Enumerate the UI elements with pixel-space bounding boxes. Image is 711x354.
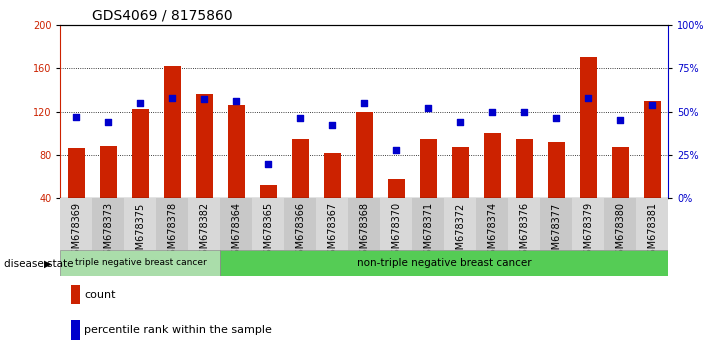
Text: GSM678382: GSM678382 [199,202,210,262]
Point [647,102,658,107]
Bar [483,133,501,198]
Text: GSM678373: GSM678373 [103,202,114,262]
Point [135,100,146,105]
Text: GSM678371: GSM678371 [423,202,434,262]
Point [614,118,626,123]
Point [230,98,242,104]
Bar [228,105,245,198]
Text: GSM678375: GSM678375 [135,202,146,262]
Bar [68,148,85,198]
Text: GSM678370: GSM678370 [391,202,402,262]
Bar [387,179,405,198]
Bar [188,198,220,250]
Point [103,119,114,125]
Text: ▶: ▶ [43,259,51,269]
Text: GSM678374: GSM678374 [487,202,498,262]
Bar [636,198,668,250]
Bar [260,185,277,198]
Text: GSM678378: GSM678378 [167,202,178,262]
Bar [292,139,309,198]
Bar [476,198,508,250]
Text: GSM678381: GSM678381 [647,202,658,261]
Text: count: count [84,290,115,300]
Bar [444,198,476,250]
Text: GSM678366: GSM678366 [295,202,306,261]
Point [518,109,530,114]
Bar [156,198,188,250]
Text: triple negative breast cancer: triple negative breast cancer [75,258,206,267]
Text: GSM678368: GSM678368 [359,202,370,261]
Point [294,116,306,121]
Bar [604,198,636,250]
Bar [348,198,380,250]
Point [358,100,370,105]
Bar [540,198,572,250]
Bar [412,198,444,250]
Point [422,105,434,111]
Bar [196,94,213,198]
Text: GSM678377: GSM678377 [551,202,562,262]
Bar [356,112,373,198]
Bar [316,198,348,250]
Bar [572,198,604,250]
Bar [100,146,117,198]
Point [583,95,594,101]
Bar [579,57,597,198]
Bar [60,250,220,276]
Bar [284,198,316,250]
Point [71,114,82,120]
Point [262,161,274,166]
Bar [124,198,156,250]
Bar [547,142,565,198]
Text: GSM678380: GSM678380 [615,202,626,261]
Bar [252,198,284,250]
Bar [451,147,469,198]
Bar [515,139,533,198]
Bar [164,66,181,198]
Bar [220,198,252,250]
Bar [220,250,668,276]
Text: percentile rank within the sample: percentile rank within the sample [84,325,272,335]
Point [326,122,338,128]
Bar [508,198,540,250]
Text: GSM678379: GSM678379 [583,202,594,262]
Bar [92,198,124,250]
Text: GSM678365: GSM678365 [263,202,274,262]
Point [391,147,402,153]
Text: GSM678369: GSM678369 [71,202,82,261]
Text: GSM678367: GSM678367 [327,202,338,262]
Text: GSM678372: GSM678372 [455,202,466,262]
Point [166,95,178,101]
Point [486,109,498,114]
Bar [643,101,661,198]
Point [550,116,562,121]
Bar [60,198,92,250]
Text: non-triple negative breast cancer: non-triple negative breast cancer [357,258,532,268]
Bar [380,198,412,250]
Bar [419,139,437,198]
Text: disease state: disease state [4,259,73,269]
Text: GDS4069 / 8175860: GDS4069 / 8175860 [92,9,233,23]
Point [198,97,210,102]
Bar [324,153,341,198]
Text: GSM678364: GSM678364 [231,202,242,261]
Bar [611,147,629,198]
Text: GSM678376: GSM678376 [519,202,530,262]
Bar [132,109,149,198]
Point [455,119,466,125]
